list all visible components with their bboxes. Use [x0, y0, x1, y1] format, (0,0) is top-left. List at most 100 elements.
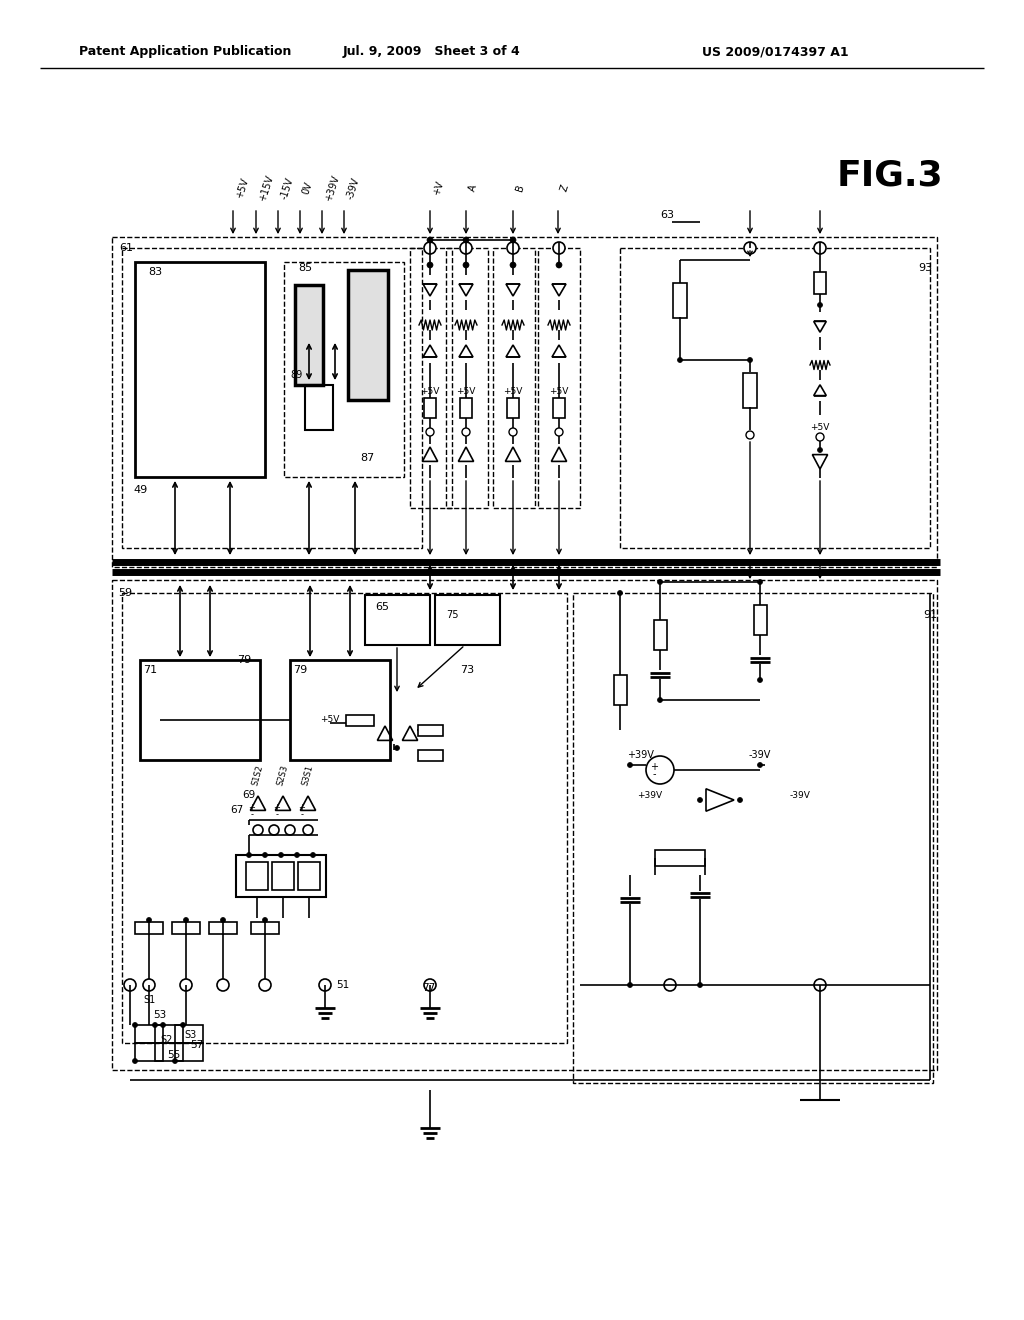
Text: -39V: -39V — [749, 750, 771, 760]
Circle shape — [628, 763, 633, 767]
Circle shape — [180, 1023, 185, 1027]
Text: US 2009/0174397 A1: US 2009/0174397 A1 — [701, 45, 848, 58]
Bar — [122, 248, 422, 548]
Text: FIG.3: FIG.3 — [837, 158, 943, 191]
Text: 73: 73 — [460, 665, 474, 675]
Bar — [112, 579, 937, 1071]
Bar — [754, 605, 767, 635]
Circle shape — [509, 428, 517, 436]
Text: 79: 79 — [293, 665, 307, 675]
Circle shape — [697, 797, 702, 803]
Bar — [236, 855, 326, 898]
Text: B: B — [514, 183, 525, 193]
Circle shape — [553, 242, 565, 253]
Circle shape — [507, 242, 519, 253]
Bar — [284, 261, 404, 477]
Text: Jul. 9, 2009   Sheet 3 of 4: Jul. 9, 2009 Sheet 3 of 4 — [343, 45, 521, 58]
Bar — [435, 595, 500, 645]
Bar — [507, 399, 519, 418]
Text: 85: 85 — [298, 263, 312, 273]
Bar — [112, 238, 937, 568]
Bar — [155, 1026, 183, 1043]
Text: 93: 93 — [918, 263, 932, 273]
Text: +15V: +15V — [257, 174, 274, 202]
Circle shape — [510, 261, 516, 268]
Bar — [272, 862, 294, 890]
Bar — [418, 750, 442, 760]
Text: +5V: +5V — [504, 388, 522, 396]
Circle shape — [217, 979, 229, 991]
Circle shape — [657, 579, 663, 585]
Text: 87: 87 — [360, 453, 374, 463]
Text: +39V: +39V — [627, 750, 653, 760]
Text: +: + — [273, 804, 281, 813]
Bar — [135, 1043, 163, 1061]
Circle shape — [253, 825, 263, 836]
Text: -39V: -39V — [345, 176, 361, 201]
Circle shape — [657, 697, 663, 702]
Bar — [620, 248, 930, 548]
Text: +V: +V — [431, 180, 445, 197]
Circle shape — [737, 797, 742, 803]
Circle shape — [132, 1023, 137, 1027]
Circle shape — [259, 979, 271, 991]
Text: -: - — [652, 770, 655, 779]
Circle shape — [427, 238, 433, 243]
Bar — [424, 399, 436, 418]
Bar — [251, 921, 279, 935]
Text: 61: 61 — [119, 243, 133, 253]
Circle shape — [814, 979, 826, 991]
Circle shape — [817, 302, 822, 308]
Text: -: - — [275, 810, 279, 820]
Text: Patent Application Publication: Patent Application Publication — [79, 45, 291, 58]
Bar — [175, 1026, 203, 1043]
Circle shape — [463, 261, 469, 268]
Text: -: - — [300, 810, 303, 820]
Bar — [673, 282, 687, 318]
Bar — [538, 248, 580, 508]
Circle shape — [424, 242, 436, 253]
Bar — [295, 285, 323, 385]
Circle shape — [319, 979, 331, 991]
Circle shape — [510, 238, 516, 243]
Bar — [814, 272, 826, 294]
Bar — [653, 620, 667, 649]
Text: A: A — [467, 183, 478, 193]
Text: +39V: +39V — [323, 174, 341, 202]
Circle shape — [285, 825, 295, 836]
Bar — [298, 862, 319, 890]
Bar — [655, 850, 705, 866]
Circle shape — [556, 261, 562, 268]
Text: +5V: +5V — [457, 388, 476, 396]
Circle shape — [814, 242, 826, 253]
Text: +5V: +5V — [549, 388, 568, 396]
Circle shape — [161, 1023, 166, 1027]
Bar — [573, 593, 933, 1082]
Bar — [613, 675, 627, 705]
Text: 57: 57 — [190, 1040, 203, 1049]
Circle shape — [146, 917, 152, 923]
Bar — [140, 660, 260, 760]
Circle shape — [426, 428, 434, 436]
Text: 89: 89 — [290, 370, 302, 380]
Text: +5V: +5V — [810, 424, 829, 433]
Circle shape — [758, 763, 763, 767]
Text: -39V: -39V — [790, 791, 810, 800]
Circle shape — [816, 433, 824, 441]
Text: 65: 65 — [375, 602, 389, 612]
Bar — [135, 1026, 163, 1043]
Text: +5V: +5V — [321, 715, 340, 725]
Circle shape — [628, 982, 633, 987]
Circle shape — [424, 979, 436, 991]
Text: +: + — [299, 804, 305, 813]
Circle shape — [220, 917, 225, 923]
Text: S3: S3 — [184, 1030, 197, 1040]
Bar — [410, 248, 452, 508]
Circle shape — [758, 677, 763, 682]
Bar — [209, 921, 237, 935]
Circle shape — [758, 579, 763, 585]
Circle shape — [748, 358, 753, 363]
Circle shape — [153, 1023, 158, 1027]
Text: 55: 55 — [167, 1049, 180, 1060]
Bar — [290, 660, 390, 760]
